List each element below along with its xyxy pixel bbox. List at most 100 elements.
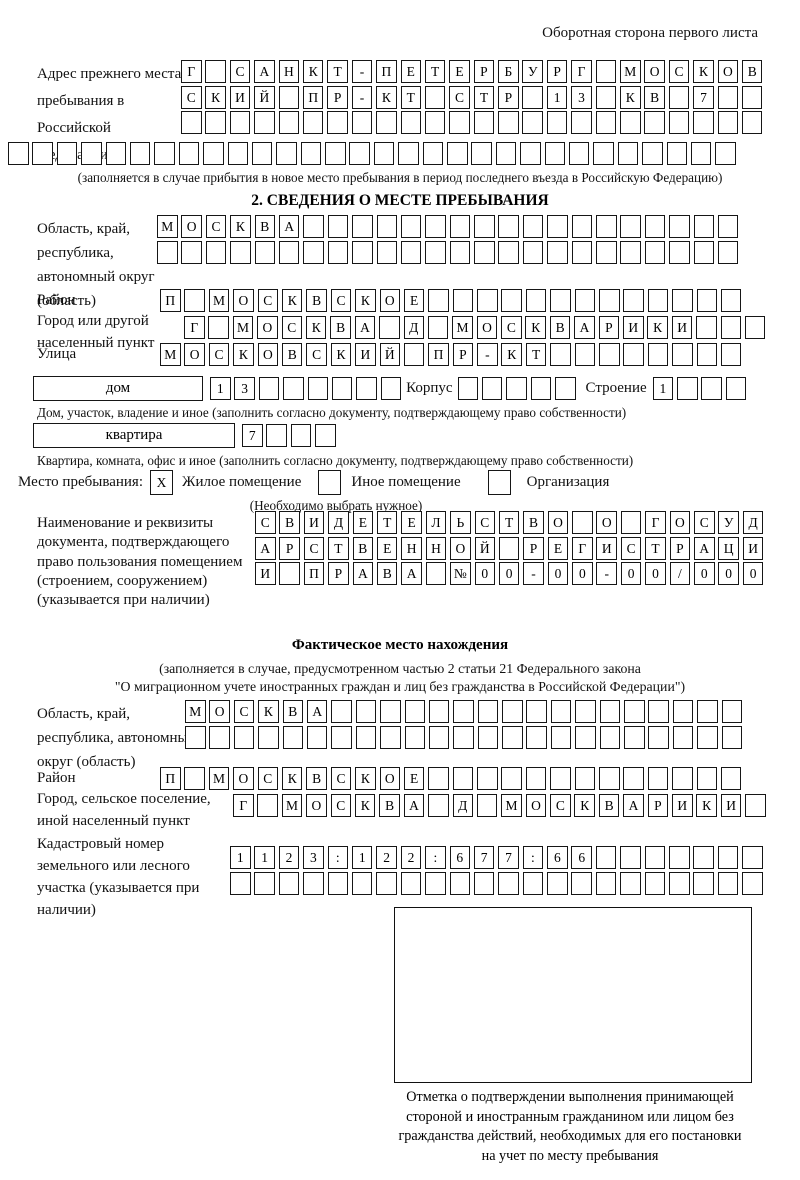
char-cell[interactable] bbox=[520, 142, 541, 165]
char-cell[interactable]: 6 bbox=[449, 846, 471, 869]
char-cell[interactable]: Т bbox=[498, 511, 520, 534]
char-cell[interactable] bbox=[428, 289, 449, 312]
char-cell[interactable]: 1 bbox=[230, 846, 251, 869]
char-cell[interactable]: К bbox=[354, 794, 376, 817]
char-cell[interactable] bbox=[184, 767, 205, 790]
char-cell[interactable] bbox=[644, 846, 666, 869]
char-cell[interactable]: Г bbox=[184, 316, 205, 339]
char-cell[interactable] bbox=[595, 871, 617, 895]
char-cell[interactable]: Е bbox=[547, 536, 569, 560]
char-cell[interactable]: 3 bbox=[303, 846, 324, 869]
char-cell[interactable]: 7 bbox=[693, 85, 714, 109]
char-cell[interactable] bbox=[327, 871, 349, 895]
char-cell[interactable] bbox=[178, 142, 200, 165]
char-cell[interactable]: 3 bbox=[234, 377, 255, 400]
char-cell[interactable] bbox=[550, 767, 571, 790]
char-cell[interactable] bbox=[648, 725, 669, 749]
char-cell[interactable] bbox=[278, 85, 300, 109]
char-cell[interactable] bbox=[227, 142, 249, 165]
char-cell[interactable] bbox=[620, 215, 641, 238]
char-cell[interactable]: Й bbox=[379, 343, 401, 366]
char-cell[interactable] bbox=[449, 215, 471, 238]
char-cell[interactable]: К bbox=[355, 767, 376, 790]
char-cell[interactable]: 0 bbox=[474, 562, 496, 586]
char-cell[interactable] bbox=[624, 725, 645, 749]
char-cell[interactable] bbox=[595, 846, 617, 869]
char-cell[interactable] bbox=[327, 111, 348, 135]
char-cell[interactable] bbox=[672, 700, 694, 723]
char-cell[interactable]: Ь bbox=[450, 511, 471, 534]
char-cell[interactable]: Е bbox=[400, 60, 422, 83]
char-cell[interactable]: Ц bbox=[718, 536, 739, 560]
char-cell[interactable]: С bbox=[668, 60, 690, 83]
char-cell[interactable]: 0 bbox=[572, 562, 593, 586]
char-cell[interactable]: О bbox=[233, 289, 254, 312]
char-cell[interactable] bbox=[474, 215, 495, 238]
char-cell[interactable] bbox=[696, 343, 718, 366]
char-cell[interactable]: М bbox=[160, 343, 181, 366]
char-cell[interactable]: Г bbox=[233, 794, 254, 817]
char-cell[interactable] bbox=[205, 60, 226, 83]
char-cell[interactable]: О bbox=[181, 215, 202, 238]
char-cell[interactable] bbox=[498, 536, 520, 560]
char-cell[interactable] bbox=[352, 240, 373, 264]
char-cell[interactable]: О bbox=[209, 700, 230, 723]
char-cell[interactable]: Т bbox=[376, 511, 398, 534]
char-cell[interactable]: Р bbox=[473, 60, 495, 83]
char-cell[interactable] bbox=[693, 111, 714, 135]
char-cell[interactable]: О bbox=[184, 343, 205, 366]
char-cell[interactable]: Б bbox=[498, 60, 519, 83]
char-cell[interactable] bbox=[574, 767, 596, 790]
char-cell[interactable] bbox=[254, 240, 276, 264]
char-cell[interactable] bbox=[720, 767, 742, 790]
char-cell[interactable] bbox=[669, 215, 690, 238]
char-cell[interactable] bbox=[620, 846, 641, 869]
char-cell[interactable]: : bbox=[522, 846, 544, 869]
char-cell[interactable]: В bbox=[282, 700, 304, 723]
char-cell[interactable]: - bbox=[477, 343, 498, 366]
char-cell[interactable] bbox=[32, 142, 53, 165]
char-cell[interactable] bbox=[696, 316, 717, 339]
char-cell[interactable] bbox=[400, 215, 422, 238]
char-cell[interactable]: С bbox=[501, 316, 522, 339]
char-cell[interactable]: И bbox=[720, 794, 742, 817]
char-cell[interactable]: М bbox=[281, 794, 303, 817]
char-cell[interactable] bbox=[693, 871, 714, 895]
char-cell[interactable] bbox=[669, 871, 690, 895]
char-cell[interactable] bbox=[404, 725, 426, 749]
char-cell[interactable] bbox=[677, 377, 698, 400]
char-cell[interactable]: А bbox=[403, 794, 425, 817]
char-cell[interactable] bbox=[230, 871, 251, 895]
char-cell[interactable] bbox=[522, 111, 543, 135]
char-cell[interactable]: М bbox=[208, 289, 230, 312]
char-cell[interactable] bbox=[550, 725, 572, 749]
char-cell[interactable] bbox=[701, 377, 722, 400]
char-cell[interactable] bbox=[502, 700, 523, 723]
char-cell[interactable] bbox=[697, 700, 718, 723]
char-cell[interactable] bbox=[620, 111, 641, 135]
char-cell[interactable] bbox=[568, 142, 590, 165]
char-cell[interactable]: О bbox=[257, 316, 278, 339]
char-cell[interactable] bbox=[720, 343, 742, 366]
char-cell[interactable] bbox=[230, 240, 251, 264]
char-cell[interactable]: 0 bbox=[620, 562, 642, 586]
char-cell[interactable]: А bbox=[254, 60, 275, 83]
char-cell[interactable]: И bbox=[596, 536, 617, 560]
char-cell[interactable]: С bbox=[449, 85, 470, 109]
char-cell[interactable] bbox=[8, 142, 29, 165]
char-cell[interactable] bbox=[452, 767, 474, 790]
char-cell[interactable] bbox=[452, 289, 474, 312]
char-cell[interactable]: Н bbox=[401, 536, 422, 560]
char-cell[interactable]: Т bbox=[424, 60, 446, 83]
char-cell[interactable]: А bbox=[694, 536, 715, 560]
char-cell[interactable]: Р bbox=[328, 562, 349, 586]
char-cell[interactable] bbox=[282, 725, 304, 749]
char-cell[interactable]: Е bbox=[352, 511, 374, 534]
char-cell[interactable]: О bbox=[450, 536, 471, 560]
char-cell[interactable]: И bbox=[742, 536, 764, 560]
char-cell[interactable]: В bbox=[549, 316, 571, 339]
char-cell[interactable] bbox=[398, 142, 419, 165]
char-cell[interactable]: - bbox=[351, 60, 373, 83]
char-cell[interactable]: А bbox=[352, 562, 374, 586]
char-cell[interactable]: С bbox=[257, 767, 279, 790]
